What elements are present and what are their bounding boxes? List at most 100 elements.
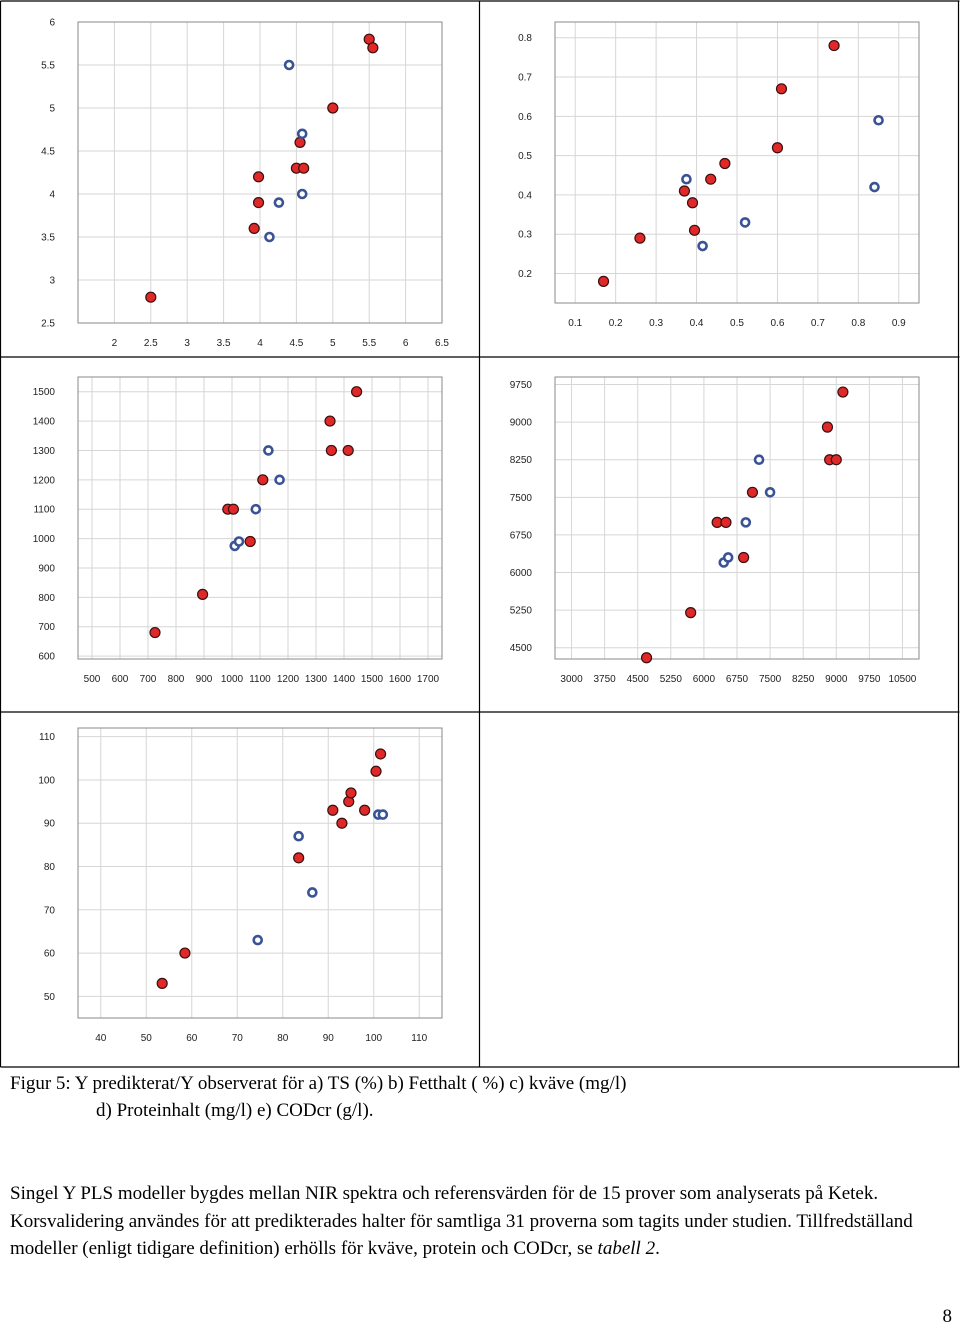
scatter-point-predicted: [705, 173, 717, 185]
y-tick-label: 1400: [33, 417, 56, 428]
y-tick-label: 4.5: [41, 147, 55, 158]
scatter-point-predicted: [325, 444, 337, 457]
scatter-point-observed: [293, 830, 304, 842]
scatter-point-predicted: [298, 162, 310, 174]
scatter-point-predicted: [197, 588, 209, 600]
scatter-point-observed: [377, 809, 389, 820]
scatter-point-predicted: [771, 142, 784, 154]
y-tick-label: 9000: [510, 418, 533, 429]
y-tick-label: 0.2: [518, 269, 532, 280]
x-tick-label: 100: [365, 1033, 382, 1044]
y-tick-label: 6: [49, 18, 55, 29]
plot-frame: [77, 21, 443, 324]
scatter-point-observed: [869, 181, 880, 193]
y-tick-label: 0.6: [518, 112, 532, 123]
x-tick-label: 3.5: [217, 338, 231, 349]
chart-d: 3000 3750 4500 5250 6000 6750 7500 8250 9000 9750…: [510, 376, 920, 685]
x-tick-label: 10500: [889, 674, 917, 685]
scatter-point-predicted: [837, 386, 849, 398]
x-tick-label: 4: [257, 338, 263, 349]
chart-b: 0.1 0.2 0.3 0.4 0.5 0.6 0.7 0.8 0.9 0.2 0.3 0.4 0.5 0…: [518, 21, 920, 329]
y-tick-label: 5250: [510, 606, 533, 617]
table-reference: tabell 2: [597, 1238, 656, 1259]
y-tick-label: 0.8: [518, 33, 532, 44]
scatter-point-predicted: [634, 232, 646, 244]
scatter-point-predicted: [351, 386, 363, 398]
scatter-point-predicted: [828, 39, 840, 52]
page-number: 8: [942, 1306, 953, 1327]
x-tick-label: 1500: [361, 674, 384, 685]
scatter-point-predicted: [746, 486, 759, 498]
scatter-point-observed: [296, 128, 308, 140]
scatter-point-predicted: [248, 222, 260, 234]
y-tick-label: 60: [44, 949, 56, 960]
y-tick-label: 8250: [510, 455, 533, 466]
plot-frame: [554, 21, 920, 304]
x-tick-label: 1000: [221, 674, 244, 685]
x-tick-label: 1700: [417, 674, 440, 685]
chart-c: 500 600 700 800 900 1000 1100 1200 1300 1400 1500 1…: [33, 376, 443, 685]
scatter-point-predicted: [252, 197, 265, 209]
y-tick-label: 6750: [510, 530, 533, 541]
scatter-point-predicted: [327, 804, 339, 816]
y-tick-label: 0.4: [518, 190, 532, 201]
scatter-point-predicted: [145, 291, 157, 303]
x-tick-label: 1300: [305, 674, 328, 685]
scatter-point-predicted: [686, 197, 699, 209]
x-tick-label: 7500: [759, 674, 782, 685]
x-tick-label: 9000: [825, 674, 848, 685]
x-tick-label: 900: [196, 674, 213, 685]
x-tick-label: 4500: [627, 674, 650, 685]
x-tick-label: 0.4: [690, 318, 704, 329]
scatter-point-predicted: [720, 516, 732, 528]
x-tick-label: 3750: [594, 674, 617, 685]
scatter-point-observed: [233, 536, 245, 547]
scatter-point-predicted: [738, 551, 750, 564]
y-tick-label: 2.5: [41, 319, 55, 330]
scatter-point-predicted: [179, 947, 191, 959]
x-tick-label: 0.3: [649, 318, 663, 329]
x-tick-label: 1400: [333, 674, 356, 685]
scatter-point-observed: [273, 197, 285, 208]
scatter-point-predicted: [293, 852, 305, 864]
scatter-point-predicted: [227, 503, 239, 515]
x-tick-label: 0.2: [609, 318, 623, 329]
scatter-point-observed: [274, 474, 285, 486]
figure-caption: Figur 5: Y predikterat/Y observerat för …: [10, 1070, 950, 1124]
scatter-point-predicted: [359, 804, 371, 816]
x-tick-label: 6: [403, 338, 409, 349]
x-tick-label: 4.5: [289, 338, 303, 349]
scatter-point-observed: [740, 517, 752, 528]
y-tick-label: 5.5: [41, 61, 55, 72]
scatter-point-observed: [252, 934, 264, 946]
y-tick-label: 70: [44, 905, 56, 916]
scatter-point-predicted: [342, 444, 354, 457]
y-tick-label: 700: [38, 622, 55, 633]
y-tick-label: 1500: [33, 387, 56, 398]
x-tick-label: 5: [330, 338, 336, 349]
x-tick-label: 6750: [726, 674, 749, 685]
x-tick-label: 2: [112, 338, 118, 349]
x-tick-label: 6000: [693, 674, 716, 685]
y-tick-label: 9750: [510, 380, 533, 391]
plot-area: [77, 727, 443, 1019]
x-tick-label: 6.5: [435, 338, 449, 349]
x-tick-label: 80: [277, 1033, 289, 1044]
y-tick-label: 3: [49, 276, 55, 287]
x-tick-label: 70: [232, 1033, 244, 1044]
scatter-point-predicted: [830, 454, 842, 466]
chart-a: 2 2.5 3 3.5 4 4.5 5 5.5 6 6.5 2.5 3 3.5 4 4.5 5 5.5 6: [41, 18, 449, 350]
x-tick-label: 8250: [792, 674, 815, 685]
y-tick-label: 4500: [510, 643, 533, 654]
scatter-point-observed: [697, 240, 708, 252]
scatter-point-observed: [753, 454, 765, 466]
y-tick-label: 1100: [33, 505, 55, 516]
y-tick-label: 0.5: [518, 151, 532, 162]
scatter-point-observed: [722, 552, 734, 563]
plot-frame: [77, 376, 443, 660]
x-tick-label: 1100: [249, 674, 271, 685]
caption-line-1: Figur 5: Y predikterat/Y observerat för …: [10, 1073, 627, 1094]
y-tick-label: 100: [38, 775, 55, 786]
scatter-point-observed: [764, 487, 776, 498]
x-tick-label: 700: [140, 674, 157, 685]
